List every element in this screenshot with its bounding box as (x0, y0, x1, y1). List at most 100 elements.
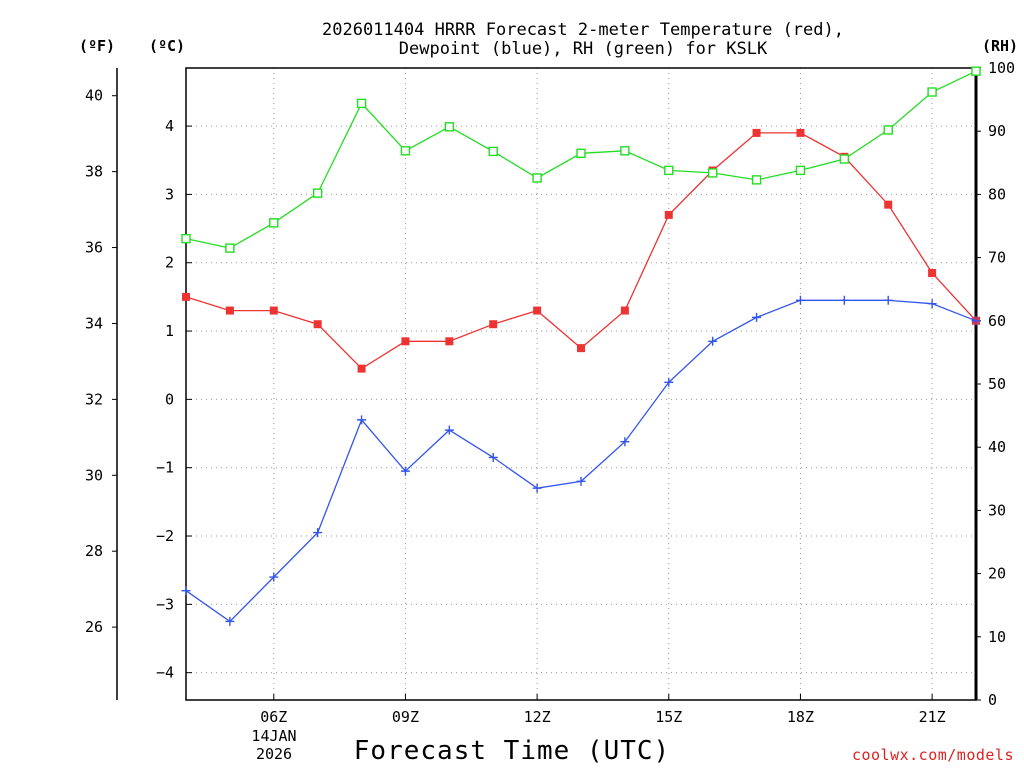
rh-tick-label: 70 (988, 249, 1006, 267)
celsius-tick-label: −3 (156, 595, 174, 613)
dewpoint-data-point (664, 377, 674, 387)
fahrenheit-tick-label: 36 (85, 239, 103, 257)
x-tick-label: 06Z (260, 708, 287, 726)
fahrenheit-tick-label: 26 (85, 618, 103, 636)
celsius-unit-label: (ºC) (149, 37, 185, 55)
chart-title-line2: Dewpoint (blue), RH (green) for KSLK (399, 39, 768, 59)
rh-tick-label: 20 (988, 565, 1006, 583)
dewpoint-data-point (313, 528, 323, 538)
celsius-tick-label: −2 (156, 527, 174, 545)
rh-tick-label: 60 (988, 312, 1006, 330)
dewpoint-data-point (400, 466, 410, 476)
rh-data-point (883, 125, 893, 135)
temperature-data-point (489, 320, 498, 329)
rh-tick-label: 90 (988, 122, 1006, 140)
x-tick-label: 12Z (524, 708, 551, 726)
rh-data-point (400, 146, 411, 156)
fahrenheit-tick-label: 28 (85, 542, 103, 560)
fahrenheit-tick-label: 38 (85, 163, 103, 181)
x-tick-label: 21Z (919, 708, 946, 726)
fahrenheit-tick-label: 40 (85, 87, 103, 105)
celsius-tick-label: 4 (165, 117, 174, 135)
fahrenheit-tick-label: 32 (85, 390, 103, 408)
celsius-tick-label: 0 (165, 390, 174, 408)
source-credit: coolwx.com/models (852, 746, 1014, 764)
x-axis-title: Forecast Time (UTC) (354, 736, 670, 766)
fahrenheit-tick-label: 34 (85, 314, 103, 332)
rh-data-point (927, 87, 937, 97)
temperature-data-point (928, 268, 937, 277)
temperature-data-point (357, 364, 366, 373)
rh-data-point (488, 146, 498, 157)
temperature-series-line (185, 132, 977, 370)
date-label-day: 14JAN (251, 727, 296, 745)
fahrenheit-tick-label: 30 (85, 466, 103, 484)
temperature-data-point (577, 344, 585, 353)
rh-data-point (620, 146, 630, 156)
temperature-data-point (796, 128, 805, 137)
dewpoint-data-point (444, 425, 454, 435)
rh-data-point (576, 148, 586, 159)
dewpoint-data-point (795, 295, 805, 305)
dewpoint-data-point (620, 437, 630, 447)
x-tick-label: 18Z (787, 708, 814, 726)
dewpoint-data-point (927, 299, 937, 309)
temperature-data-point (401, 337, 410, 346)
temperature-data-point (313, 320, 322, 329)
rh-data-point (225, 243, 235, 253)
rh-data-point (312, 188, 323, 198)
rh-data-point (269, 218, 279, 228)
dewpoint-data-point (752, 312, 762, 322)
dewpoint-data-point (357, 415, 367, 425)
dewpoint-data-point (488, 452, 498, 462)
dewpoint-data-point (839, 295, 849, 305)
dewpoint-data-point (225, 616, 235, 626)
temperature-data-point (884, 200, 893, 209)
dewpoint-data-point (269, 572, 279, 582)
date-label-year: 2026 (256, 745, 292, 763)
x-tick-label: 09Z (392, 708, 419, 726)
celsius-tick-label: 1 (165, 322, 174, 340)
fahrenheit-unit-label: (ºF) (79, 37, 115, 55)
rh-data-point (444, 122, 455, 132)
celsius-tick-label: 2 (165, 254, 174, 272)
temperature-data-point (225, 306, 234, 315)
rh-data-point (707, 168, 718, 178)
dewpoint-data-point (708, 336, 718, 346)
rh-data-point (795, 165, 806, 176)
rh-data-point (532, 173, 542, 183)
celsius-tick-label: 3 (165, 185, 174, 203)
rh-data-point (751, 175, 762, 185)
dewpoint-data-point (532, 483, 542, 493)
x-tick-label: 15Z (655, 708, 682, 726)
rh-tick-label: 0 (988, 691, 997, 709)
rh-data-point (356, 98, 367, 109)
rh-series-line (185, 70, 977, 249)
chart-title-line1: 2026011404 HRRR Forecast 2-meter Tempera… (322, 20, 844, 40)
rh-tick-label: 40 (988, 438, 1006, 456)
rh-tick-label: 30 (988, 501, 1006, 519)
temperature-data-point (752, 128, 761, 137)
temperature-data-point (445, 337, 454, 346)
rh-tick-label: 10 (988, 628, 1006, 646)
rh-tick-label: 50 (988, 375, 1006, 393)
rh-unit-label: (RH) (982, 37, 1018, 55)
temperature-data-point (620, 306, 629, 315)
temperature-data-point (269, 306, 278, 315)
dewpoint-data-point (883, 295, 893, 305)
rh-data-point (839, 154, 850, 164)
rh-data-point (664, 165, 674, 176)
rh-data-point (971, 66, 981, 76)
temperature-data-point (533, 306, 542, 315)
temperature-data-point (664, 210, 673, 219)
temperature-data-point (182, 292, 190, 301)
celsius-tick-label: −1 (156, 459, 174, 477)
rh-data-point (181, 233, 191, 244)
celsius-tick-label: −4 (156, 664, 174, 682)
rh-tick-label: 100 (988, 59, 1015, 77)
rh-tick-label: 80 (988, 185, 1006, 203)
dewpoint-data-point (181, 586, 191, 596)
plot-frame (185, 67, 977, 701)
